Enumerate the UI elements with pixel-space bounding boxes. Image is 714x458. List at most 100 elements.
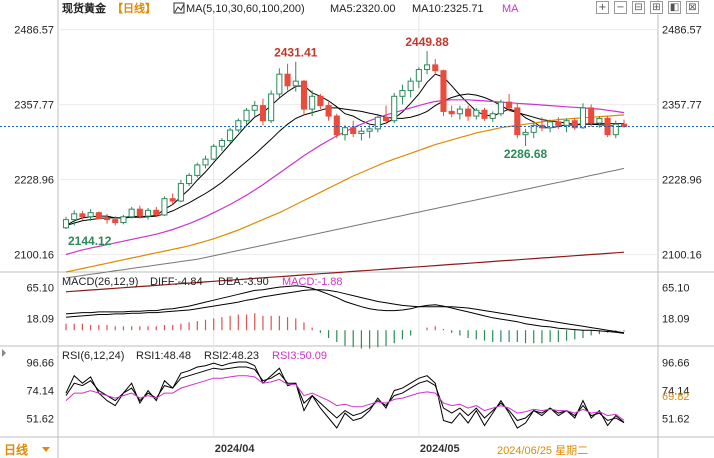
rsi-tick-right: 74.14 xyxy=(662,385,690,397)
expand-icon[interactable]: ⊞ xyxy=(650,1,663,14)
candle xyxy=(481,109,488,119)
ma-settings-icon-glyph xyxy=(174,3,185,13)
candle xyxy=(218,140,225,147)
candle xyxy=(186,174,193,185)
candle xyxy=(522,131,529,136)
price-tick-right: 2100.16 xyxy=(662,249,702,261)
footer-date-label: 2024/06/25 星期二 xyxy=(497,444,588,457)
candle xyxy=(169,198,176,202)
chart-symbol-title: 现货黄金 xyxy=(62,1,107,15)
candle xyxy=(358,130,365,135)
candle xyxy=(292,80,299,87)
candle xyxy=(588,107,595,124)
candle xyxy=(432,64,439,72)
candle xyxy=(95,212,102,219)
price-tick-left: 2100.16 xyxy=(14,249,54,261)
candle xyxy=(112,219,119,224)
ma-line-ma200 xyxy=(65,251,625,293)
rsi-params-label: RSI(6,12,24) xyxy=(62,350,124,362)
candle xyxy=(202,158,209,166)
candle xyxy=(596,117,603,124)
low-price-label: 2286.68 xyxy=(504,147,548,161)
candle xyxy=(440,70,447,112)
ma-line-ma60 xyxy=(65,114,625,273)
candle xyxy=(62,219,70,229)
panel-marker-icon xyxy=(2,349,6,357)
macd-tick-left: 65.10 xyxy=(26,283,54,295)
ma-line-ma30 xyxy=(65,99,625,256)
candle xyxy=(71,213,78,221)
rsi-line-rsi3 xyxy=(65,375,625,421)
candle xyxy=(136,208,143,217)
candle xyxy=(399,89,406,97)
high-price-label: 2449.88 xyxy=(405,35,449,49)
candle xyxy=(341,127,349,136)
candle xyxy=(407,80,414,91)
rsi1-value: RSI1:48.48 xyxy=(136,350,191,362)
price-tick-left: 2486.57 xyxy=(14,25,54,37)
period-label: 【日线】 xyxy=(112,1,156,15)
candle xyxy=(276,73,283,95)
zoom-in-icon[interactable]: + xyxy=(596,1,609,14)
footer-period-box xyxy=(0,440,54,458)
candle xyxy=(563,120,570,126)
zoom-out-icon[interactable]: − xyxy=(614,1,627,14)
candle xyxy=(555,121,562,126)
candle xyxy=(153,209,160,216)
rsi3-value: RSI3:50.09 xyxy=(272,350,327,362)
candle xyxy=(424,64,431,71)
rsi-line-rsi2 xyxy=(65,366,625,424)
candle xyxy=(489,113,496,119)
macd-line-diff xyxy=(65,285,625,334)
split-view-icon[interactable]: ◧ xyxy=(668,1,681,14)
candle xyxy=(268,93,275,122)
candle xyxy=(350,127,357,135)
candle xyxy=(120,216,127,224)
ma10-value: MA10:2325.71 xyxy=(412,3,484,15)
candle xyxy=(530,124,537,133)
candle xyxy=(456,108,463,115)
rsi-line-rsi1 xyxy=(65,361,625,429)
candle xyxy=(571,120,578,129)
candle xyxy=(415,69,422,82)
low-price-label: 2144.12 xyxy=(68,234,112,248)
footer-period-label: 日线 xyxy=(4,442,28,457)
price-tick-right: 2357.77 xyxy=(662,100,702,112)
rsi3-current-label: 69.82 xyxy=(662,391,690,403)
rsi2-value: RSI2:48.23 xyxy=(204,350,259,362)
candle xyxy=(251,105,258,111)
price-tick-right: 2228.96 xyxy=(662,175,702,187)
ma-params-label: MA(5,10,30,60,100,200) xyxy=(186,3,305,15)
price-tick-right: 2486.57 xyxy=(662,25,702,37)
candle xyxy=(317,95,324,107)
macd-line-dea xyxy=(65,289,625,334)
ma-more-label: MA xyxy=(502,3,519,15)
candle xyxy=(243,109,250,122)
candle xyxy=(547,121,554,129)
candle xyxy=(128,208,135,218)
candle xyxy=(612,123,619,136)
candle xyxy=(366,128,373,132)
candle xyxy=(448,110,455,115)
rsi-tick-left: 51.62 xyxy=(26,414,54,426)
macd-dea-value: DEA:-3.90 xyxy=(218,276,269,288)
close-icon[interactable]: ⊠ xyxy=(686,1,699,14)
candle xyxy=(210,145,217,160)
candle xyxy=(227,129,234,142)
macd-diff-value: DIFF:-4.84 xyxy=(150,276,203,288)
rsi-tick-left: 96.66 xyxy=(26,357,54,369)
candle xyxy=(506,101,513,109)
candle xyxy=(333,115,340,136)
candle xyxy=(391,95,398,122)
candle xyxy=(177,183,184,202)
ma5-value: MA5:2320.00 xyxy=(330,3,395,15)
shrink-icon[interactable]: ⊟ xyxy=(632,1,645,14)
candle xyxy=(465,108,472,117)
candle xyxy=(284,73,291,87)
candle xyxy=(300,80,308,110)
rsi-tick-right: 96.66 xyxy=(662,357,690,369)
candle xyxy=(497,101,504,115)
macd-tick-right: 18.09 xyxy=(662,313,690,325)
candle xyxy=(103,217,111,221)
